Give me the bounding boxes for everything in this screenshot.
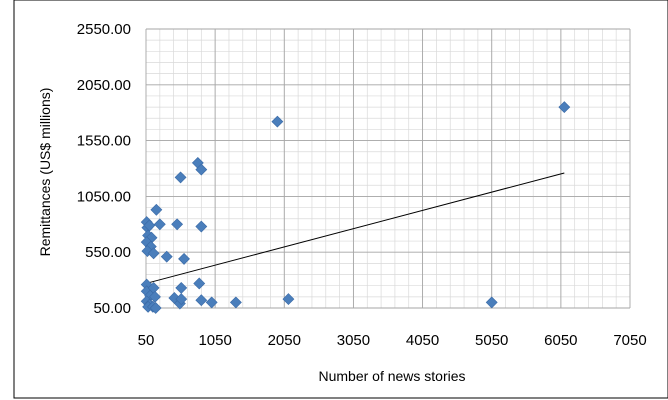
y-tick-label: 2550.00 bbox=[77, 21, 131, 38]
y-tick-label: 1550.00 bbox=[77, 133, 131, 150]
x-tick-label: 7050 bbox=[613, 332, 646, 349]
trendline bbox=[145, 172, 565, 284]
x-tick-label: 4050 bbox=[406, 332, 439, 349]
data-point bbox=[160, 250, 173, 263]
data-point bbox=[195, 163, 208, 176]
data-point bbox=[147, 247, 160, 260]
x-tick-label: 5050 bbox=[475, 332, 508, 349]
chart-border bbox=[13, 0, 668, 399]
data-point bbox=[195, 294, 208, 307]
data-point bbox=[271, 115, 284, 128]
y-axis-title: Remittances (US$ millions) bbox=[37, 88, 53, 257]
y-tick-label: 2050.00 bbox=[77, 77, 131, 94]
x-tick-label: 50 bbox=[138, 332, 155, 349]
data-point bbox=[174, 171, 187, 184]
data-point bbox=[149, 302, 162, 314]
x-tick-label: 6050 bbox=[544, 332, 577, 349]
data-point bbox=[149, 290, 161, 303]
trendline-layer bbox=[145, 172, 565, 284]
y-tick-labels: 50.00 550.00 1050.00 1550.00 2050.00 2550.00 bbox=[77, 21, 131, 317]
x-tick-labels: 50 1050 2050 3050 4050 5050 6050 7050 bbox=[138, 332, 647, 349]
data-point bbox=[143, 219, 156, 232]
data-point bbox=[175, 281, 188, 294]
data-points bbox=[140, 101, 571, 314]
data-point bbox=[141, 245, 154, 258]
major-gridlines bbox=[145, 28, 631, 309]
data-point bbox=[558, 101, 571, 114]
x-axis-title: Number of news stories bbox=[318, 368, 465, 384]
data-point bbox=[195, 220, 208, 233]
data-point bbox=[178, 252, 190, 265]
data-point bbox=[205, 296, 218, 309]
y-tick-label: 550.00 bbox=[85, 244, 131, 261]
data-point bbox=[282, 293, 295, 305]
x-tick-label: 2050 bbox=[268, 332, 301, 349]
y-tick-label: 1050.00 bbox=[77, 188, 131, 205]
data-point bbox=[171, 218, 184, 231]
data-point bbox=[193, 277, 206, 290]
data-point bbox=[229, 296, 242, 309]
data-point bbox=[153, 218, 166, 231]
data-point bbox=[175, 293, 188, 305]
data-point bbox=[485, 296, 498, 309]
x-tick-label: 3050 bbox=[337, 332, 370, 349]
data-point bbox=[150, 203, 163, 216]
x-tick-label: 1050 bbox=[198, 332, 231, 349]
y-tick-label: 50.00 bbox=[93, 300, 131, 317]
